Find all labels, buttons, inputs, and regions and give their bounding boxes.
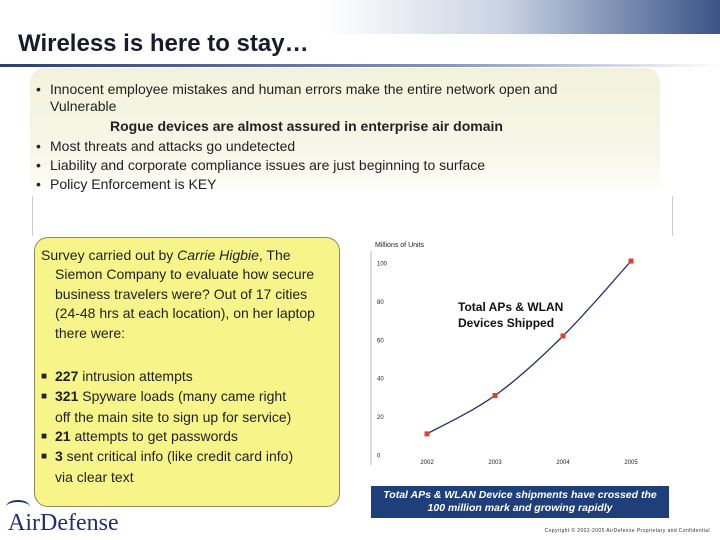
y-tick-label: 40 xyxy=(377,377,384,383)
bullet-1-continuation: Vulnerable xyxy=(50,98,117,114)
x-tick-label: 2003 xyxy=(488,460,502,466)
y-tick-label: 80 xyxy=(377,300,384,306)
bullet-5: • Policy Enforcement is KEY xyxy=(36,176,217,192)
bullet-2-highlight: Rogue devices are almost assured in ente… xyxy=(110,118,503,134)
title-underline xyxy=(0,64,720,67)
x-tick-label: 2005 xyxy=(624,460,638,466)
y-tick-label: 0 xyxy=(377,454,381,460)
data-point-marker xyxy=(628,258,634,264)
bullet-1: • Innocent employee mistakes and human er… xyxy=(36,81,558,97)
y-tick-label: 100 xyxy=(377,262,388,268)
chart-title-line2: Devices Shipped xyxy=(458,316,554,330)
y-tick-label: 60 xyxy=(377,338,384,344)
divider-right xyxy=(672,196,673,236)
data-point-marker xyxy=(560,333,566,339)
bullet-3: • Most threats and attacks go undetected xyxy=(36,138,296,154)
survey-intro: Survey carried out by Carrie Higbie, The… xyxy=(41,247,315,341)
airdefense-logo: AirDefense xyxy=(8,510,119,536)
bullets-panel xyxy=(30,68,660,196)
survey-item: ■ 227 intrusion attempts xyxy=(41,368,193,384)
bullet-4: • Liability and corporate compliance issu… xyxy=(36,157,486,173)
header-gradient-bar xyxy=(0,0,720,34)
survey-callout: Survey carried out by Carrie Higbie, The… xyxy=(34,237,340,507)
copyright-notice: Copyright © 2002-2005 AirDefense Proprie… xyxy=(544,528,710,534)
slide-title: Wireless is here to stay… xyxy=(18,30,309,57)
survey-item: ■ 3 sent critical info (like credit card … xyxy=(41,448,294,486)
series-line xyxy=(426,260,632,435)
survey-item: ■ 21 attempts to get passwords xyxy=(41,428,238,444)
data-point-marker xyxy=(424,431,430,437)
caption-line-1: Total APs & WLAN Device shipments have c… xyxy=(383,489,657,501)
survey-item: ■ 321 Spyware loads (many came right off … xyxy=(41,388,292,426)
airdefense-logo-arc xyxy=(6,500,30,514)
series-markers xyxy=(424,258,634,437)
caption-line-2: 100 million mark and growing rapidly xyxy=(427,502,613,514)
y-tick-labels: 0 20 40 60 80 100 xyxy=(377,262,388,460)
data-point-marker xyxy=(492,392,498,398)
chart-title-line1: Total APs & WLAN xyxy=(458,300,563,314)
chart-caption: Total APs & WLAN Device shipments have c… xyxy=(371,486,669,518)
x-tick-label: 2002 xyxy=(420,460,434,466)
x-tick-labels: 2002 2003 2004 2005 xyxy=(420,460,638,466)
y-axis-label: Millions of Units xyxy=(375,242,425,249)
x-tick-label: 2004 xyxy=(556,460,570,466)
divider-left xyxy=(32,196,33,236)
y-tick-label: 20 xyxy=(377,415,384,421)
